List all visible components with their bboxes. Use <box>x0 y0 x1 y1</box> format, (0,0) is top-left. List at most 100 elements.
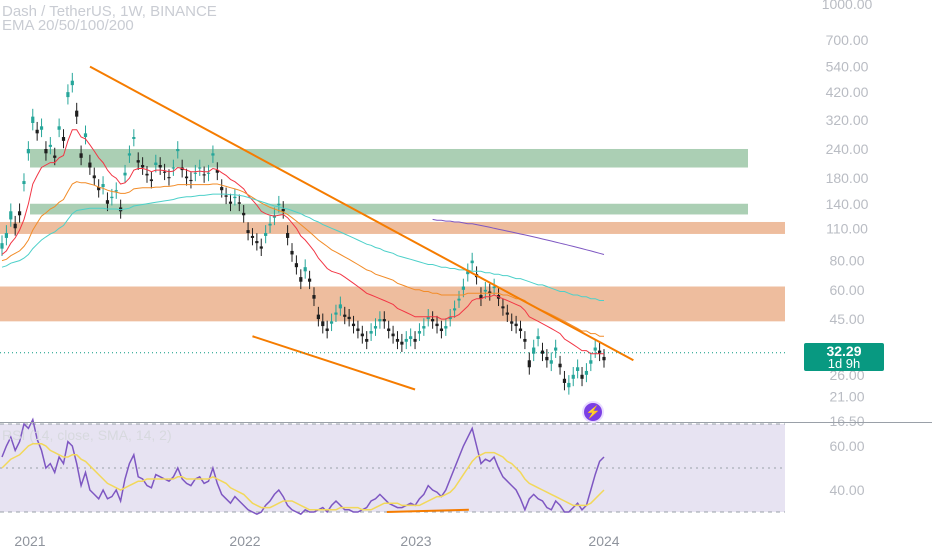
candle-body <box>431 319 435 322</box>
y-tick-label: 60.00 <box>829 282 864 298</box>
candle-body <box>373 326 378 329</box>
trendline-0 <box>89 65 634 362</box>
candle-body <box>53 155 57 158</box>
rsi-y-tick-label: 40.00 <box>829 482 864 498</box>
candle-body <box>105 200 110 204</box>
candle-body <box>17 211 22 216</box>
zone-1 <box>30 203 748 215</box>
flash-icon[interactable]: ⚡ <box>582 401 604 423</box>
candle-body <box>351 323 356 327</box>
ema-line-2 <box>1 193 604 301</box>
candle-body <box>554 347 558 351</box>
candle-body <box>31 116 35 123</box>
trendline-1 <box>252 335 416 391</box>
y-tick-label: 140.00 <box>826 196 869 212</box>
candle-body <box>83 133 88 138</box>
candle-body <box>439 328 444 332</box>
last-price-value: 32.29 <box>826 343 862 359</box>
candle-body <box>334 312 338 315</box>
candle-body <box>268 223 272 226</box>
candle-body <box>220 187 224 191</box>
ema-indicator-label: EMA 20/50/100/200 <box>2 17 134 34</box>
candle-body <box>4 232 8 238</box>
candle-body <box>479 295 483 299</box>
candle-body <box>466 271 470 275</box>
pane-divider[interactable] <box>0 422 932 423</box>
candle-body <box>237 202 241 204</box>
candle-body <box>233 196 237 199</box>
candle-body <box>413 338 417 342</box>
rsi-layer: 60.00 40.00 <box>0 417 865 516</box>
candle-body <box>576 367 580 371</box>
candle-body <box>127 153 132 156</box>
candle-body <box>39 126 44 130</box>
candle-body <box>518 328 523 332</box>
candle-body <box>365 338 369 342</box>
x-tick-label: 2024 <box>588 533 619 549</box>
candle-body <box>426 316 430 320</box>
candle-body <box>369 331 373 334</box>
candle-body <box>400 341 404 345</box>
candle-body <box>536 336 540 339</box>
trend-layer <box>89 65 634 391</box>
candle-body <box>452 308 457 311</box>
candle-body <box>184 176 189 179</box>
candle-body <box>360 333 364 337</box>
candle-body <box>136 160 140 163</box>
candle-body <box>193 172 197 174</box>
candle-body <box>286 232 290 238</box>
candle-body <box>417 331 422 334</box>
y-tick-label: 320.00 <box>826 112 869 128</box>
candle-body <box>338 304 342 309</box>
rsi-indicator-label: RSI (14, close, SMA, 14, 2) <box>2 427 172 443</box>
candle-body <box>22 181 26 185</box>
candle-body <box>171 167 175 169</box>
candle-body <box>540 350 545 354</box>
y-tick-label: 110.00 <box>826 220 868 236</box>
candle-body <box>378 319 382 322</box>
candle-body <box>501 306 505 309</box>
candle-body <box>329 321 334 324</box>
zone-0 <box>30 148 748 168</box>
candle-body <box>13 223 17 229</box>
candle-body <box>246 230 250 233</box>
candle-body <box>444 326 448 329</box>
chart-title: Dash / TetherUS, 1W, BINANCE <box>2 3 217 20</box>
candle-body <box>264 232 268 236</box>
candle-body <box>387 328 391 332</box>
candle-body <box>132 137 136 139</box>
candle-body <box>391 333 395 337</box>
candle-body <box>57 126 61 130</box>
x-tick-label: 2021 <box>14 533 45 549</box>
ema-line-0 <box>1 129 604 355</box>
candle-body <box>470 260 474 264</box>
y-tick-label: 1000.00 <box>822 0 873 12</box>
y-tick-label: 16.50 <box>829 413 864 429</box>
candle-body <box>571 374 575 379</box>
candle-body <box>26 148 30 154</box>
candle-body <box>206 172 211 174</box>
rsi-y-tick-label: 60.00 <box>829 438 864 454</box>
y-tick-label: 45.00 <box>829 311 864 327</box>
candle-body <box>461 286 465 290</box>
candle-body <box>255 241 259 244</box>
candle-body <box>294 263 299 268</box>
candle-body <box>242 212 246 216</box>
candle-body <box>290 250 294 255</box>
candle-body <box>593 347 597 351</box>
bar-countdown: 1d 9h <box>827 356 861 371</box>
zone-2 <box>0 221 785 234</box>
candle-body <box>114 190 118 192</box>
candle-body <box>435 323 439 327</box>
candle-body <box>75 110 79 117</box>
candle-body <box>409 336 413 339</box>
candle-body <box>250 235 255 238</box>
candle-body <box>259 246 263 249</box>
candle-body <box>457 298 461 301</box>
candle-body <box>514 323 518 327</box>
ema-line-1 <box>1 181 604 337</box>
candle-body <box>299 277 303 282</box>
candle-body <box>602 356 606 361</box>
candle-body <box>325 328 329 332</box>
